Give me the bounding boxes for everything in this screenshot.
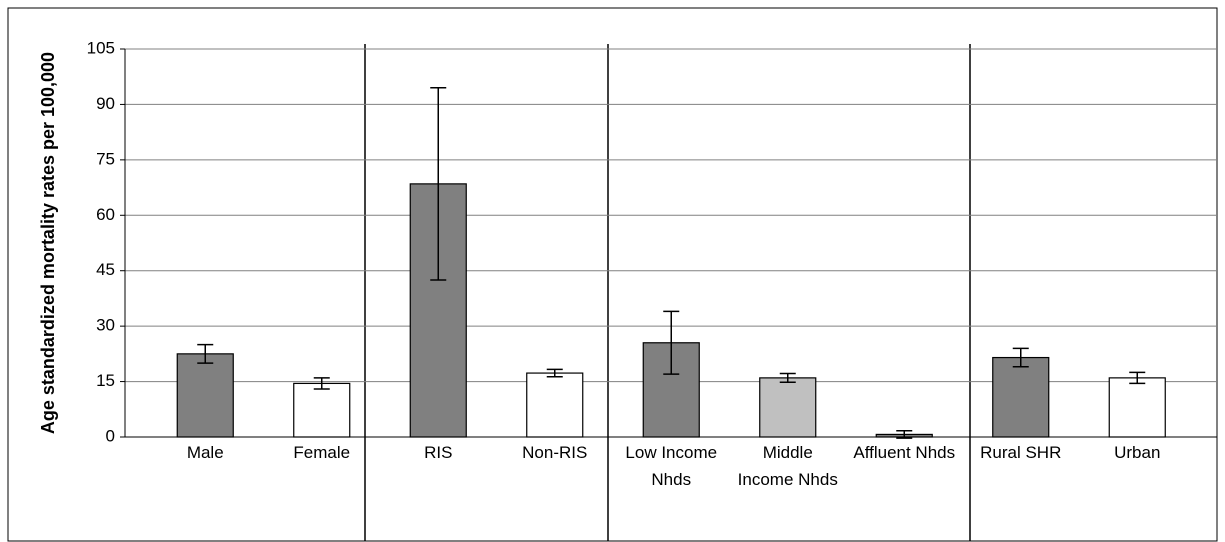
error-bar xyxy=(1012,347,1029,368)
y-tick-label: 60 xyxy=(96,205,115,224)
y-tick-label: 45 xyxy=(96,260,115,279)
bar xyxy=(293,382,351,438)
error-bar xyxy=(1129,371,1146,385)
x-tick-label: Rural SHR xyxy=(980,443,1062,462)
chart-frame xyxy=(7,7,1218,542)
y-tick-label: 15 xyxy=(96,371,115,390)
x-tick-label: Affluent Nhds xyxy=(853,443,956,462)
bar xyxy=(992,356,1050,438)
bar xyxy=(176,353,234,438)
bar xyxy=(759,377,817,438)
y-tick-label: 90 xyxy=(96,94,115,113)
x-tick-label: Urban xyxy=(1114,443,1161,462)
x-tick-label: Non-RIS xyxy=(522,443,588,462)
y-tick-label: 0 xyxy=(106,426,115,445)
error-bar xyxy=(663,310,680,375)
bar xyxy=(1108,377,1166,438)
error-bar xyxy=(546,368,563,378)
y-tick-label: 30 xyxy=(96,316,115,335)
error-bar xyxy=(896,429,913,439)
x-tick-label: Low Income Nhds xyxy=(625,443,718,489)
y-tick-label: 105 xyxy=(87,38,115,57)
error-bar xyxy=(430,87,447,281)
x-tick-label: Female xyxy=(293,443,351,462)
x-tick-label: RIS xyxy=(424,443,453,462)
error-bar xyxy=(197,343,214,364)
x-tick-label: Middle Income Nhds xyxy=(737,443,838,489)
x-tick-label: Male xyxy=(186,443,224,462)
error-bar xyxy=(313,377,330,390)
y-axis-title: Age standardized mortality rates per 100… xyxy=(38,51,58,435)
bar xyxy=(526,372,584,438)
error-bar xyxy=(779,372,796,384)
y-tick-label: 75 xyxy=(96,149,115,168)
